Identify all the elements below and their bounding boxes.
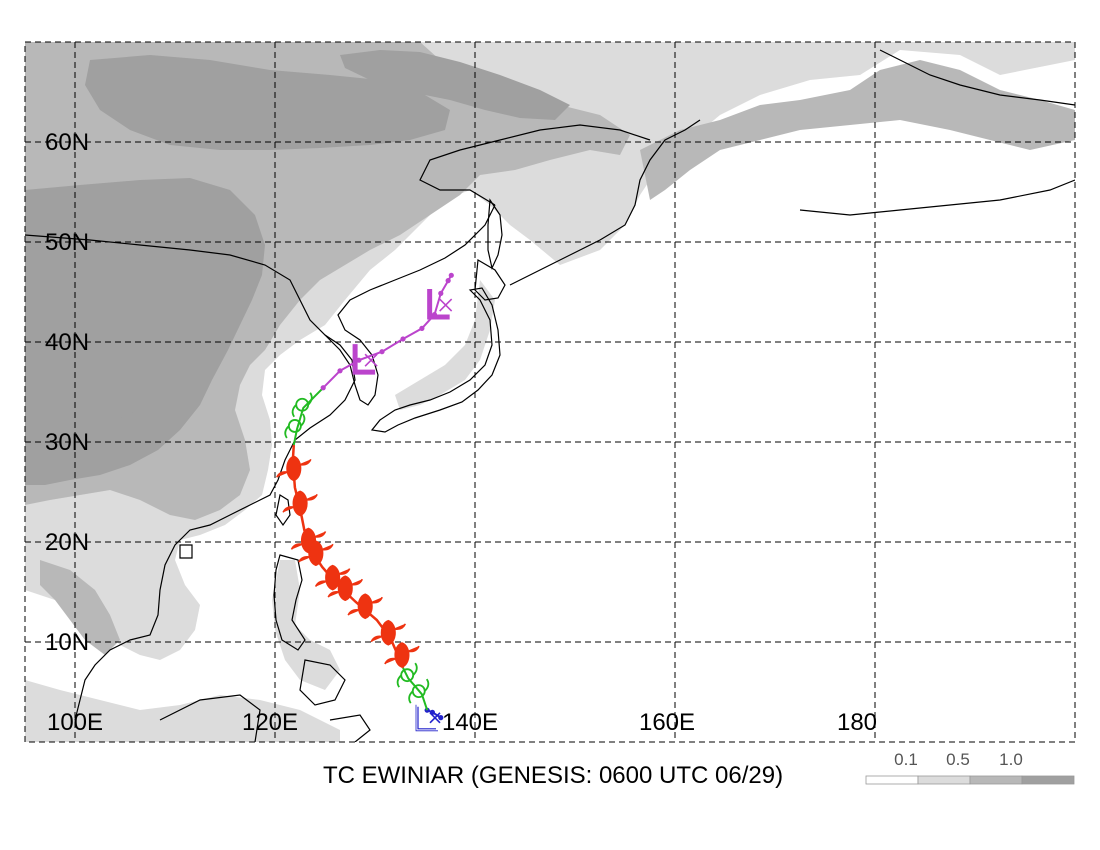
track-point-extratropical-4-3 (379, 349, 385, 355)
legend-swatch-3 (969, 775, 1023, 785)
storm-symbol (291, 392, 313, 418)
typhoon-symbol (298, 540, 334, 567)
track-point-extratropical-4-0 (320, 385, 326, 391)
track-point-extratropical-4-7 (438, 290, 444, 296)
typhoon-symbol (314, 564, 351, 591)
lat-label-30n: 30N (45, 429, 89, 456)
lat-label-20n: 20N (45, 529, 89, 556)
typhoon-symbol (384, 642, 420, 668)
coastline-hainan (179, 544, 193, 559)
coastlines (25, 49, 1075, 742)
coastline-borneo-celebes (159, 694, 371, 742)
terrain-level-4-tianshan (25, 196, 165, 238)
terrain-shading (25, 42, 1075, 742)
storm-symbol (396, 662, 418, 688)
coastline-okhotsk (419, 124, 651, 206)
coastline-taiwan (275, 494, 291, 527)
lat-label-60n: 60N (45, 129, 89, 156)
coastline-korea (324, 204, 496, 406)
map-caption: TC EWINIAR (GENESIS: 0600 UTC 06/29) (323, 762, 783, 789)
extratropical-low-symbol (427, 289, 450, 320)
typhoon-symbol (327, 575, 363, 602)
track-segment-storm-3 (292, 387, 324, 446)
track-point-extratropical-4-9 (448, 272, 454, 278)
terrain-legend: 0.1 0.5 1.0 (865, 750, 1075, 785)
genesis-cross-icon (429, 712, 441, 724)
typhoon-symbol (282, 490, 318, 517)
track-point-extratropical-4-4 (400, 336, 406, 342)
track-point-extratropical-4-8 (445, 278, 451, 284)
track-point-extratropical-4-5 (419, 325, 425, 331)
lon-label-140e: 140E (442, 709, 498, 736)
coastline-alaska (799, 49, 1075, 216)
track-segment-extratropical-4 (322, 274, 453, 389)
terrain-level-3-siberia (340, 50, 570, 120)
coastline-hokkaido (474, 259, 506, 301)
legend-label-1-0: 1.0 (999, 750, 1023, 769)
track-point-extratropical-4-1 (337, 368, 343, 374)
lon-label-120e: 120E (242, 709, 298, 736)
lat-label-10n: 10N (45, 629, 89, 656)
terrain-level-1-southeast (25, 680, 340, 742)
coastline-mindanao (299, 659, 346, 706)
extratropical-low-symbol (352, 344, 376, 375)
terrain-level-2-indochina (40, 560, 120, 655)
map-frame (24, 41, 1076, 743)
legend-label-0-1: 0.1 (894, 750, 918, 769)
lat-lon-grid (25, 42, 1075, 742)
coastline-asia-mainland (25, 234, 356, 721)
legend-swatch-4 (1021, 775, 1075, 785)
typhoon-symbol (370, 619, 407, 646)
typhoon-symbol (290, 527, 327, 554)
genesis-symbol-outline (415, 704, 438, 732)
terrain-level-4-altai (170, 68, 300, 110)
genesis-symbol (417, 706, 436, 730)
coastline-luzon (273, 554, 306, 651)
lon-label-160e: 160E (639, 709, 695, 736)
terrain-level-1-philippines (272, 560, 340, 690)
track-point-depression-0-0 (438, 715, 444, 721)
extratropical-cross-icon (364, 353, 378, 367)
coastline-sakhalin (487, 198, 503, 270)
terrain-level-2-east (640, 60, 1075, 200)
terrain-level-4-himalaya (25, 358, 185, 445)
storm-symbol (284, 413, 306, 439)
typhoon-symbol (347, 593, 383, 620)
lat-label-40n: 40N (45, 329, 89, 356)
coastline-kuril-kamchatka (509, 119, 701, 286)
legend-swatch-2 (917, 775, 971, 785)
extratropical-cross-icon (439, 298, 453, 312)
typhoon-symbol (276, 455, 312, 482)
storm-symbol (408, 678, 430, 704)
storm-track (276, 272, 454, 732)
coastline-japan (370, 287, 501, 433)
legend-swatch-1 (865, 775, 919, 785)
lon-label-100e: 100E (47, 709, 103, 736)
lat-label-50n: 50N (45, 229, 89, 256)
lon-label-180: 180 (837, 709, 877, 736)
legend-label-0-5: 0.5 (946, 750, 970, 769)
